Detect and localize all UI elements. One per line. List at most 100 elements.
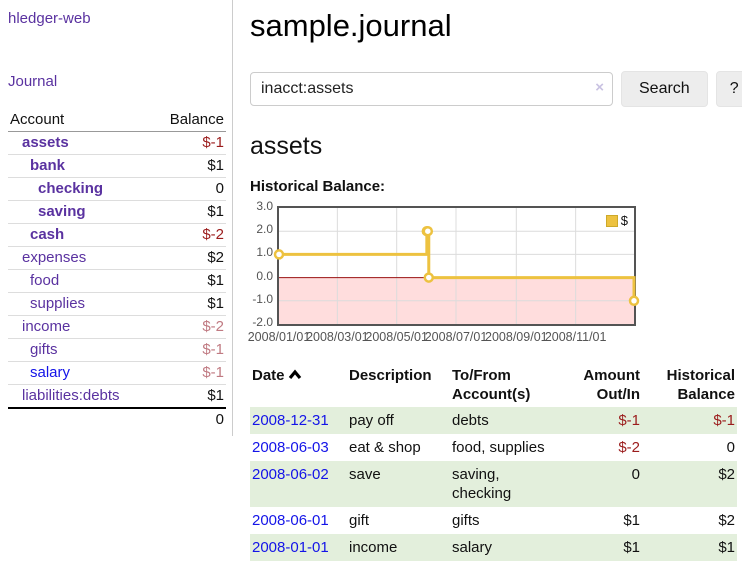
x-axis-tick-label: 2008/11/01	[544, 330, 607, 344]
transaction-balance: $1	[642, 534, 737, 561]
y-axis-tick-label: -1.0	[252, 291, 273, 306]
y-axis-tick-label: 0.0	[256, 268, 273, 283]
account-balance: $-1	[152, 361, 226, 385]
account-heading: assets	[250, 132, 323, 160]
sidebar-account-link[interactable]: bank	[30, 157, 66, 174]
x-axis-tick-label: 2008/03/01	[306, 330, 369, 344]
accounts-header-balance: Balance	[152, 108, 226, 132]
register-row: 2008-12-31 pay off debts $-1 $-1	[250, 407, 737, 434]
sidebar-account-link[interactable]: cash	[30, 226, 65, 243]
transaction-date-link[interactable]: 2008-06-01	[252, 512, 329, 529]
transaction-amount: $-1	[554, 407, 642, 434]
account-row: cash $-2	[8, 223, 226, 247]
transaction-accounts: salary	[450, 534, 554, 561]
sidebar: hledger-web Journal Account Balance asse…	[0, 0, 233, 436]
legend-swatch-icon	[605, 214, 618, 227]
chart-legend: $	[603, 212, 630, 229]
register-table: Date Description To/From Account(s) Amount …	[250, 363, 737, 561]
transaction-balance: $2	[718, 512, 735, 529]
transaction-amount: $-2	[618, 439, 640, 456]
account-row: gifts $-1	[8, 338, 226, 362]
account-row: supplies $1	[8, 292, 226, 316]
transaction-date-link[interactable]: 2008-06-03	[252, 439, 329, 456]
account-row: bank $1	[8, 154, 226, 178]
transaction-balance: $-1	[642, 407, 737, 434]
transaction-description: income	[347, 534, 450, 561]
chart-title: Historical Balance:	[250, 178, 386, 195]
account-balance: $-1	[152, 131, 226, 155]
account-balance: $1	[152, 200, 226, 224]
sidebar-account-link[interactable]: gifts	[30, 341, 58, 358]
x-axis-tick-label: 2008/07/01	[424, 330, 488, 344]
transaction-balance: 0	[726, 439, 735, 456]
legend-label: $	[620, 213, 628, 228]
sidebar-account-link[interactable]: assets	[22, 134, 69, 151]
transaction-amount: 0	[554, 461, 642, 507]
search-input[interactable]	[250, 72, 613, 106]
sidebar-account-link[interactable]: saving	[38, 203, 86, 220]
account-row: assets $-1	[8, 131, 226, 155]
search-button[interactable]: Search	[621, 71, 708, 107]
y-axis-tick-label: -2.0	[252, 315, 273, 329]
y-axis-tick-label: 2.0	[256, 222, 273, 237]
account-balance: $-2	[152, 223, 226, 247]
accounts-total-value: 0	[152, 407, 226, 431]
account-row: expenses $2	[8, 246, 226, 270]
account-balance: $-1	[152, 338, 226, 362]
register-header-date[interactable]: Date	[250, 363, 347, 407]
register-table-body: 2008-12-31 pay off debts $-1 $-1 2008-06-03 ea…	[250, 407, 737, 561]
transaction-accounts: food, supplies	[452, 439, 545, 456]
transaction-amount: $1	[554, 534, 642, 561]
account-balance: $1	[152, 269, 226, 293]
register-header-historical-balance: Historical Balance	[666, 367, 735, 403]
register-header-to-from-account-s-: To/From Account(s)	[452, 367, 531, 403]
accounts-total-row: 0	[8, 407, 226, 431]
transaction-accounts: debts	[450, 407, 554, 434]
accounts-table-body: assets $-1 bank $1 checking 0 saving $1 cash $-2 e…	[8, 131, 226, 431]
accounts-header-account: Account	[8, 108, 153, 132]
transaction-description: save	[347, 461, 450, 507]
accounts-table: Account Balance assets $-1 bank $1 checking 0…	[8, 108, 226, 431]
account-balance: 0	[152, 177, 226, 201]
account-row: income $-2	[8, 315, 226, 339]
transaction-date-link[interactable]: 2008-06-02	[252, 466, 329, 483]
chart-plot-area: $	[273, 206, 640, 326]
account-balance: $1	[152, 154, 226, 178]
transaction-description: pay off	[347, 407, 450, 434]
help-button[interactable]: ?	[715, 71, 742, 107]
account-row: salary $-1	[8, 361, 226, 385]
sidebar-account-link[interactable]: liabilities:debts	[22, 387, 120, 404]
transaction-description: eat & shop	[349, 439, 421, 456]
clear-search-icon[interactable]: ×	[595, 79, 604, 96]
y-axis-tick-label: 3.0	[256, 199, 273, 213]
journal-nav-link[interactable]: Journal	[8, 73, 58, 90]
account-row: checking 0	[8, 177, 226, 201]
register-header-amount-out-in: Amount Out/In	[583, 367, 640, 403]
register-header-description: Description	[349, 367, 432, 384]
sidebar-account-link[interactable]: food	[30, 272, 60, 289]
transaction-date-link[interactable]: 2008-12-31	[252, 412, 329, 429]
account-row: liabilities:debts $1	[8, 384, 226, 409]
register-header-row: Date Description To/From Account(s) Amount …	[250, 363, 737, 407]
sidebar-account-link[interactable]: supplies	[30, 295, 86, 312]
account-row: food $1	[8, 269, 226, 293]
account-balance: $-2	[152, 315, 226, 339]
chart-canvas	[273, 208, 640, 324]
page-title: sample.journal	[250, 8, 452, 43]
account-row: saving $1	[8, 200, 226, 224]
caret-up-icon	[288, 369, 301, 380]
transaction-accounts: gifts	[452, 512, 480, 529]
transaction-amount: $1	[623, 512, 640, 529]
sidebar-account-link[interactable]: expenses	[22, 249, 87, 266]
register-row: 2008-06-01 gift gifts $1 $2	[250, 507, 737, 534]
sidebar-account-link[interactable]: salary	[30, 364, 71, 381]
sidebar-account-link[interactable]: income	[22, 318, 71, 335]
app-title[interactable]: hledger-web	[8, 10, 91, 27]
sidebar-account-link[interactable]: checking	[38, 180, 104, 197]
y-axis-tick-label: 1.0	[256, 245, 273, 260]
x-axis-tick-label: 2008/05/01	[365, 330, 428, 344]
transaction-accounts: saving, checking	[450, 461, 554, 507]
transaction-description: gift	[349, 512, 370, 529]
transaction-date-link[interactable]: 2008-01-01	[252, 539, 329, 556]
register-row: 2008-01-01 income salary $1 $1	[250, 534, 737, 561]
